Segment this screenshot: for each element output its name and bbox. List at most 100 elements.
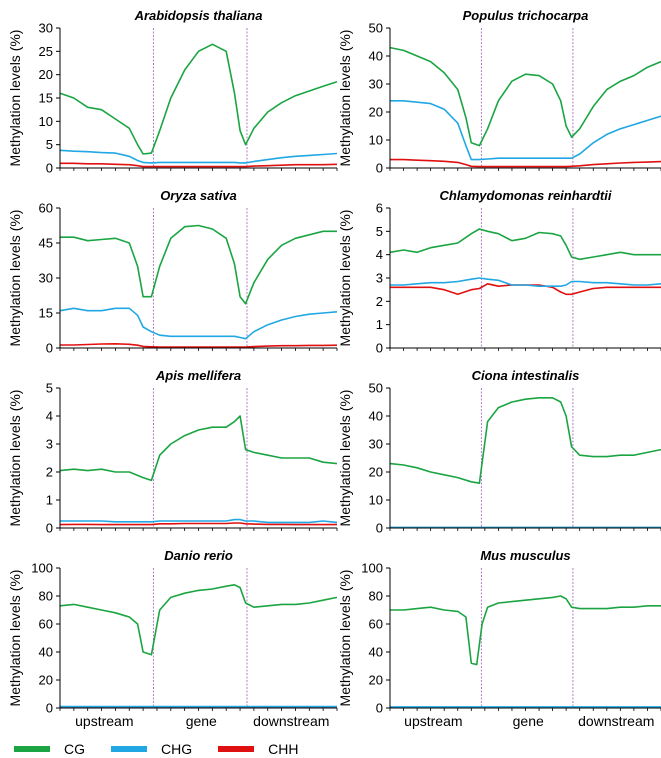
y-tick-label: 60 [369,617,383,632]
methylation-figure: Arabidopsis thaliana051015202530Methylat… [7,8,661,729]
y-tick-label: 0 [376,161,383,176]
y-tick-label: 0 [46,341,53,356]
series-line-cg [59,43,338,155]
y-tick-label: 80 [39,589,53,604]
series-line-chg [59,149,338,164]
y-axis-label: Methylation levels (%) [337,570,353,707]
y-tick-label: 50 [369,381,383,396]
legend-swatch-cg [14,746,50,752]
series-line-cg [389,396,661,485]
panel-title: Ciona intestinalis [472,368,580,383]
panel-title: Populus trichocarpa [463,8,589,23]
y-tick-label: 15 [39,91,53,106]
series-line-cg [60,224,337,305]
y-tick-label: 60 [39,201,53,216]
y-tick-label: 60 [39,617,53,632]
y-axis-label: Methylation levels (%) [337,390,353,527]
y-axis-label: Methylation levels (%) [337,210,353,347]
y-tick-label: 10 [39,114,53,129]
y-tick-label: 100 [31,561,53,576]
y-tick-label: 20 [369,465,383,480]
x-category-label: downstream [253,713,329,729]
y-axis-label: Methylation levels (%) [7,30,23,167]
y-tick-label: 0 [46,161,53,176]
series-line-chg [59,307,338,340]
y-tick-label: 1 [376,317,383,332]
y-tick-label: 20 [39,673,53,688]
panel-title: Arabidopsis thaliana [134,8,263,23]
x-category-label: gene [186,713,217,729]
y-tick-label: 20 [369,673,383,688]
x-category-label: gene [513,713,544,729]
y-tick-label: 30 [39,271,53,286]
legend-label-cg: CG [64,741,85,757]
panel-oryza-sativa: Oryza sativa 0 15 30 45 60 Methylation levels … [7,188,338,356]
legend-item-chh: CHH [218,741,298,757]
legend-swatch-chg [111,746,147,752]
panel-chlamydomonas-reinhardtii: Chlamydomonas reinhardtii 0 1 2 3 4 5 6 Methylat… [337,188,661,356]
y-tick-label: 50 [369,21,383,36]
series-line-chh [60,342,338,348]
legend-label-chh: CHH [268,741,299,757]
y-tick-label: 3 [376,271,383,286]
y-axis-label: Methylation levels (%) [7,570,23,707]
legend: CG CHG CHH [14,740,324,758]
legend-item-chg: CHG [111,741,192,757]
panel-title: Oryza sativa [160,188,237,203]
y-tick-label: 2 [46,465,53,480]
y-tick-label: 5 [46,137,53,152]
panel-populus-trichocarpa: Populus trichocarpa 0 10 20 30 40 50 Methylatio… [337,8,661,176]
series-line-cg [59,583,338,656]
y-tick-label: 20 [369,105,383,120]
y-tick-label: 15 [39,306,53,321]
y-tick-label: 10 [369,133,383,148]
panel-ciona-intestinalis: Ciona intestinalis 0 10 20 30 40 50 Methylation… [337,368,661,536]
y-tick-label: 20 [39,67,53,82]
y-tick-label: 40 [369,645,383,660]
panel-title: Apis mellifera [155,368,241,383]
series-line-cg [59,415,338,482]
y-axis-label: Methylation levels (%) [7,210,23,347]
panel-apis-mellifera: Apis mellifera 0 1 2 3 4 5 Methylation levels (… [7,368,338,536]
y-tick-label: 100 [361,561,383,576]
y-tick-label: 4 [46,409,53,424]
series-line-chh [60,162,338,168]
series-line-chh [59,522,337,526]
series-line-cg [389,46,661,147]
y-tick-label: 4 [376,247,383,262]
panel-title: Chlamydomonas reinhardtii [440,188,612,203]
y-tick-label: 30 [39,21,53,36]
y-tick-label: 40 [369,49,383,64]
y-tick-label: 3 [46,437,53,452]
x-category-label: downstream [578,713,654,729]
y-axis-label: Methylation levels (%) [7,390,23,527]
y-tick-label: 2 [376,294,383,309]
y-tick-label: 0 [376,521,383,536]
y-tick-label: 25 [39,44,53,59]
x-category-label: upstream [404,713,462,729]
y-axis-label: Methylation levels (%) [337,30,353,167]
y-tick-label: 1 [46,493,53,508]
x-category-label: upstream [75,713,133,729]
series-line-chg [390,277,661,288]
panel-arabidopsis-thaliana: Arabidopsis thaliana 0 5 10 15 20 25 30 Methylat… [7,8,338,176]
y-tick-label: 40 [39,645,53,660]
panel-danio-rerio: Danio rerio 0 20 40 60 80 100 upstream gene downs… [7,548,338,729]
legend-swatch-chh [218,746,255,752]
y-tick-label: 10 [369,493,383,508]
series-line-cg [389,228,661,261]
y-tick-label: 0 [46,521,53,536]
legend-item-cg: CG [14,741,85,757]
y-tick-label: 80 [369,589,383,604]
series-line-cg [390,595,661,666]
panel-title: Mus musculus [480,548,570,563]
series-line-chg [390,100,661,161]
y-tick-label: 0 [376,341,383,356]
y-tick-label: 30 [369,437,383,452]
y-tick-label: 0 [376,701,383,716]
panel-mus-musculus: Mus musculus 0 20 40 60 80 100 upstream gene down… [337,548,661,729]
series-line-chg [60,518,338,524]
y-tick-label: 45 [39,236,53,251]
y-tick-label: 30 [369,77,383,92]
panel-title: Danio rerio [164,548,233,563]
